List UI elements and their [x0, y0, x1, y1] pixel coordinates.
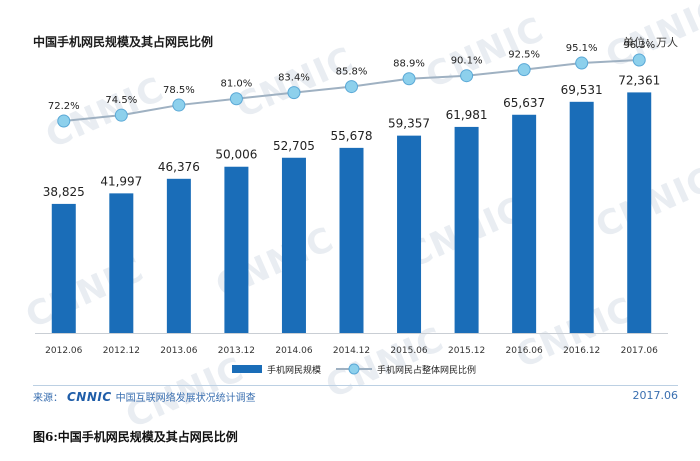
ratio-marker [57, 114, 71, 128]
ratio-value-label: 96.3% [623, 40, 655, 51]
source-note: 来源： CNNIC 中国互联网络发展状况统计调查 [33, 389, 256, 405]
ratio-marker [517, 63, 531, 77]
bar-value-label: 50,006 [215, 148, 257, 162]
ratio-value-label: 78.5% [163, 85, 195, 96]
bar [454, 126, 479, 333]
bar-value-label: 52,705 [273, 139, 315, 153]
bar-value-label: 69,531 [561, 83, 603, 97]
unit-label: 单位：万人 [623, 36, 678, 49]
bar-value-label: 59,357 [388, 117, 430, 131]
bar-value-label: 72,361 [618, 73, 660, 87]
bar-value-label: 55,678 [331, 129, 373, 143]
source-org: 中国互联网络发展状况统计调查 [115, 393, 256, 404]
ratio-marker [229, 92, 243, 106]
ratio-marker [114, 108, 128, 122]
x-tick-label: 2016.06 [506, 346, 543, 356]
point-labels-layer: 72.2% 74.5% 78.5% 81.0% 83.4% 85.8% 88.9% 90.1%… [48, 40, 655, 112]
line-layer [57, 53, 646, 128]
xticks-layer: 2012.06 2012.12 2013.06 2013.12 2014.06 2014.… [45, 346, 658, 356]
ratio-marker [287, 86, 301, 100]
legend: 手机网民规模 手机网民占整体网民比例 [232, 363, 476, 376]
ratio-value-label: 72.2% [48, 101, 80, 112]
x-tick-label: 2013.12 [218, 346, 255, 356]
bar [51, 203, 76, 333]
bar-value-label: 61,981 [446, 108, 488, 122]
cnnic-logo: CNNIC [67, 389, 112, 404]
bar [281, 157, 306, 333]
ratio-value-label: 90.1% [451, 56, 483, 67]
legend-bar-label: 手机网民规模 [267, 364, 321, 376]
footer-divider [33, 385, 678, 386]
bar [339, 147, 364, 333]
x-tick-label: 2013.06 [160, 346, 197, 356]
bar-value-label: 38,825 [43, 185, 85, 199]
ratio-value-label: 88.9% [393, 59, 425, 70]
x-tick-label: 2015.06 [390, 346, 427, 356]
chart-title: 中国手机网民规模及其占网民比例 [33, 35, 214, 49]
bars-layer [51, 92, 652, 334]
report-date: 2017.06 [632, 389, 679, 402]
x-tick-label: 2014.12 [333, 346, 370, 356]
ratio-marker [575, 56, 589, 70]
x-tick-label: 2016.12 [563, 346, 600, 356]
x-tick-label: 2015.12 [448, 346, 485, 356]
ratio-value-label: 85.8% [336, 67, 368, 78]
ratio-value-label: 83.4% [278, 73, 310, 84]
bar [166, 178, 191, 333]
bar [109, 193, 134, 333]
x-tick-label: 2017.06 [621, 346, 658, 356]
bar [224, 166, 249, 333]
source-prefix: 来源： [33, 393, 63, 404]
ratio-marker [460, 69, 474, 83]
ratio-value-label: 95.1% [566, 43, 598, 54]
legend-bar-swatch [232, 365, 262, 373]
bar [627, 92, 652, 333]
ratio-value-label: 92.5% [508, 50, 540, 61]
x-tick-label: 2012.12 [103, 346, 140, 356]
legend-line-marker [348, 363, 360, 375]
ratio-marker [632, 53, 646, 67]
bar-labels-layer: 38,825 41,997 46,376 50,006 52,705 55,678 59,3… [43, 73, 660, 199]
bar-value-label: 65,637 [503, 96, 545, 110]
bar [569, 101, 594, 334]
legend-line-label: 手机网民占整体网民比例 [377, 364, 476, 376]
bar-value-label: 46,376 [158, 160, 200, 174]
ratio-marker [402, 72, 416, 86]
bar-value-label: 41,997 [100, 174, 142, 188]
ratio-value-label: 81.0% [221, 79, 253, 90]
figure-caption: 图6:中国手机网民规模及其占网民比例 [33, 430, 238, 444]
ratio-marker [172, 98, 186, 112]
x-tick-label: 2012.06 [45, 346, 82, 356]
ratio-value-label: 74.5% [105, 95, 137, 106]
x-tick-label: 2014.06 [275, 346, 312, 356]
bar [397, 135, 422, 333]
bar [512, 114, 537, 333]
ratio-marker [345, 80, 358, 94]
